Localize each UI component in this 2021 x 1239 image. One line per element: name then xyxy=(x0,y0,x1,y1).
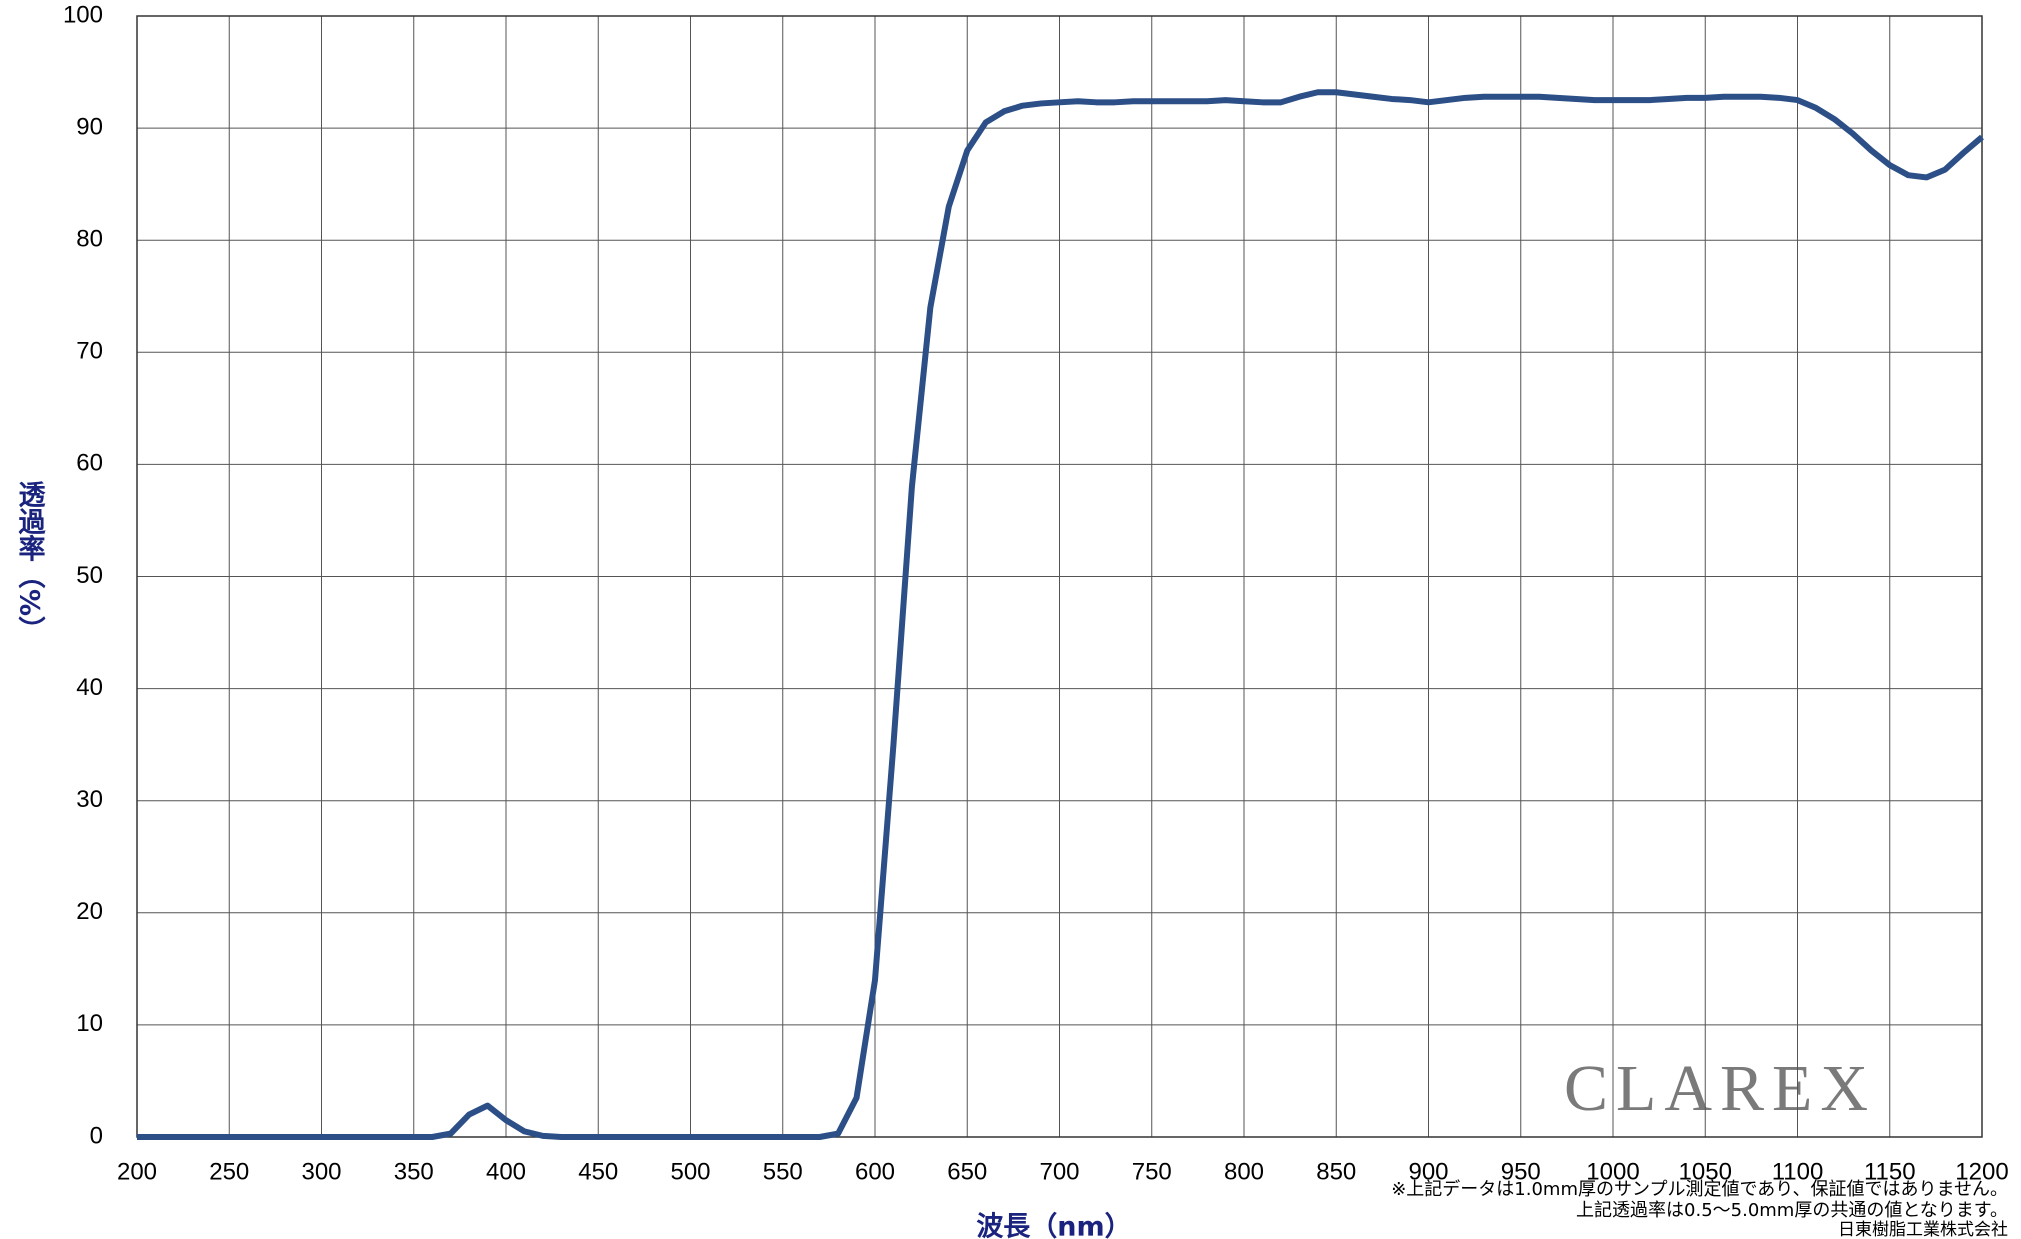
x-tick-label: 350 xyxy=(394,1158,434,1185)
x-tick-label: 500 xyxy=(670,1158,710,1185)
plot-frame xyxy=(136,15,1983,1138)
x-axis-label: 波長（nm） xyxy=(976,1212,1131,1239)
y-tick-label: 20 xyxy=(76,898,103,925)
y-tick-label: 70 xyxy=(76,338,103,365)
x-tick-label: 1000 xyxy=(1586,1158,1639,1185)
note: 上記透過率は0.5～5.0mm厚の共通の値となります。 xyxy=(1576,1200,2008,1221)
x-tick-label: 800 xyxy=(1224,1158,1264,1185)
x-tick-label: 1200 xyxy=(1955,1158,2008,1185)
y-tick-label: 90 xyxy=(76,113,103,140)
y-tick-label: 40 xyxy=(76,674,103,701)
x-tick-label: 400 xyxy=(486,1158,526,1185)
y-tick-label: 100 xyxy=(63,1,103,28)
note: ※上記データは1.0mm厚のサンプル測定値であり、保証値ではありません。 xyxy=(1391,1179,2008,1200)
x-tick-label: 700 xyxy=(1039,1158,1079,1185)
y-tick-label: 30 xyxy=(76,786,103,813)
x-tick-label: 950 xyxy=(1501,1158,1541,1185)
x-tick-label: 1050 xyxy=(1679,1158,1732,1185)
data-line xyxy=(137,89,1984,1140)
x-tick-label: 300 xyxy=(301,1158,341,1185)
y-tick-label: 60 xyxy=(76,450,103,477)
note: 日東樹脂工業株式会社 xyxy=(1838,1220,2008,1239)
x-tick-label: 600 xyxy=(855,1158,895,1185)
y-tick-label: 10 xyxy=(76,1010,103,1037)
y-tick-label: 50 xyxy=(76,562,103,589)
x-tick-label: 1100 xyxy=(1772,1158,1824,1185)
x-tick-label: 900 xyxy=(1408,1158,1448,1185)
x-tick-label: 450 xyxy=(578,1158,618,1185)
y-tick-label: 80 xyxy=(76,226,103,253)
x-tick-label: 550 xyxy=(763,1158,803,1185)
x-tick-label: 750 xyxy=(1132,1158,1172,1185)
y-tick-label: 0 xyxy=(90,1122,103,1149)
x-tick-label: 850 xyxy=(1316,1158,1356,1185)
x-tick-label: 1150 xyxy=(1864,1158,1916,1185)
watermark: CLAREX xyxy=(1564,1052,1876,1125)
y-axis-label: 透過率（%） xyxy=(14,481,46,643)
x-tick-label: 200 xyxy=(117,1158,157,1185)
x-tick-label: 250 xyxy=(209,1158,249,1185)
x-tick-label: 650 xyxy=(947,1158,987,1185)
